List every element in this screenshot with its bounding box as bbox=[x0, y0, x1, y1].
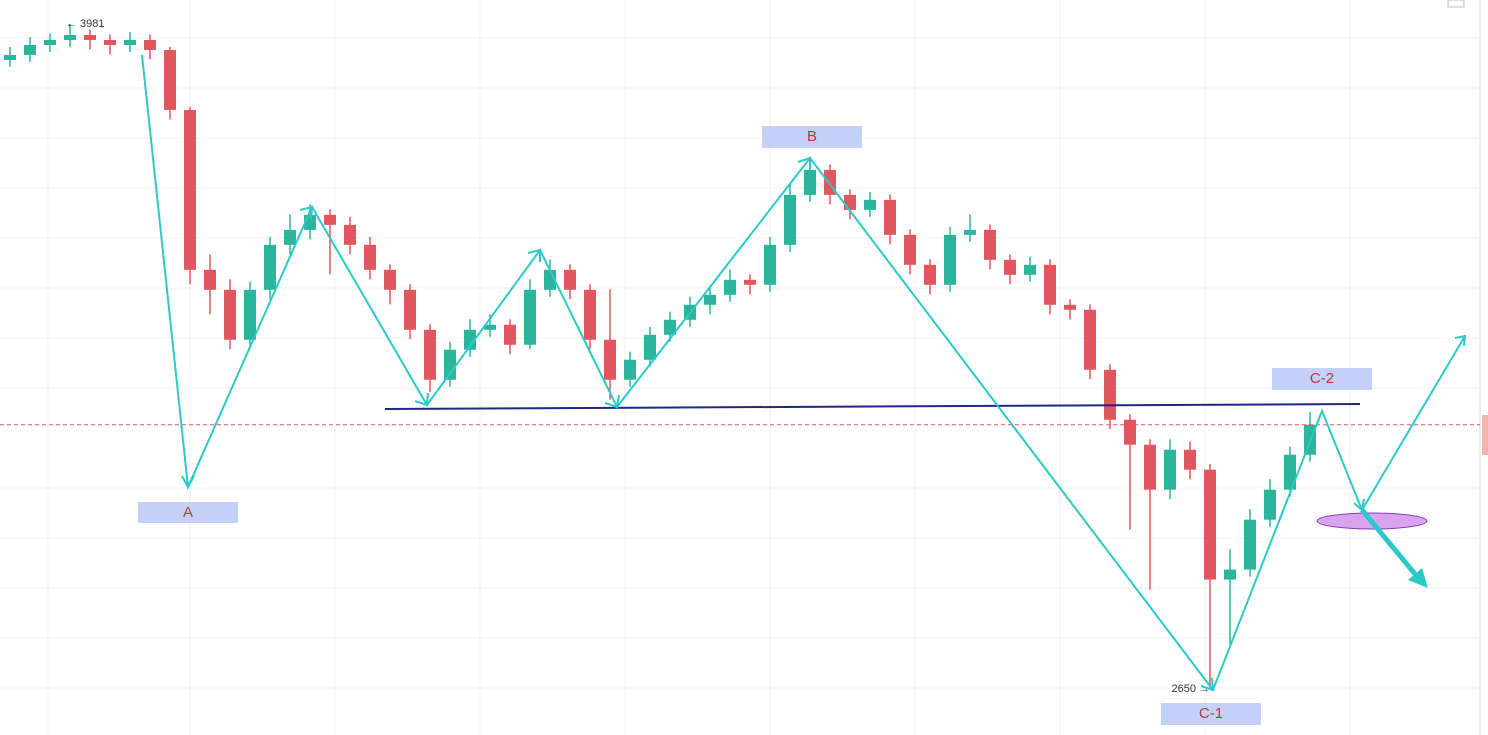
wave-path bbox=[141, 54, 1466, 693]
candle-body bbox=[1024, 264, 1036, 275]
candle-body bbox=[244, 289, 256, 340]
candle-body bbox=[1104, 369, 1116, 420]
candle-body bbox=[364, 244, 376, 270]
projection-arrowhead bbox=[1408, 568, 1428, 588]
candle-body bbox=[224, 289, 236, 340]
candle-body bbox=[1164, 449, 1176, 490]
projection-arrow bbox=[1360, 508, 1422, 582]
candle-body bbox=[1084, 309, 1096, 370]
candle-body bbox=[484, 324, 496, 330]
wave-label: A bbox=[183, 504, 193, 521]
candle-body bbox=[84, 34, 96, 40]
candle-body bbox=[1264, 489, 1276, 520]
candle-body bbox=[624, 359, 636, 380]
candle-body bbox=[264, 244, 276, 290]
price-marker bbox=[1482, 415, 1488, 455]
candle-body bbox=[564, 269, 576, 290]
candle-body bbox=[704, 294, 716, 305]
candle-body bbox=[424, 329, 436, 380]
wave-label-box bbox=[1161, 703, 1261, 725]
candle-body bbox=[444, 349, 456, 380]
candle-body bbox=[1284, 454, 1296, 490]
candle-body bbox=[664, 319, 676, 335]
candle-body bbox=[344, 224, 356, 245]
wave-label: C-1 bbox=[1199, 705, 1223, 722]
candle-body bbox=[404, 289, 416, 330]
candle-body bbox=[764, 244, 776, 285]
candle-body bbox=[504, 324, 516, 345]
candle-body bbox=[724, 279, 736, 295]
candle-body bbox=[964, 229, 976, 235]
wave-label: B bbox=[807, 128, 817, 145]
candle-body bbox=[1044, 264, 1056, 305]
candle-body bbox=[844, 194, 856, 210]
candle-body bbox=[784, 194, 796, 245]
candle-body bbox=[24, 44, 36, 55]
candle-body bbox=[144, 39, 156, 50]
candle-body bbox=[1004, 259, 1016, 275]
candle-body bbox=[924, 264, 936, 285]
candle-body bbox=[1064, 304, 1076, 310]
candle-body bbox=[744, 279, 756, 285]
wave-label: C-2 bbox=[1310, 370, 1334, 387]
candle-body bbox=[44, 39, 56, 45]
candle-body bbox=[524, 289, 536, 345]
candle-body bbox=[1244, 519, 1256, 570]
candle-body bbox=[124, 39, 136, 45]
candle-body bbox=[944, 234, 956, 285]
candles: ← 3981 2650 → bbox=[0, 18, 1480, 695]
candle-body bbox=[604, 339, 616, 380]
extreme-label: 2650 → bbox=[1171, 683, 1210, 695]
candle-body bbox=[204, 269, 216, 290]
wave-label-box bbox=[138, 502, 238, 523]
wave-label-box bbox=[1272, 368, 1372, 390]
candle-body bbox=[1224, 569, 1236, 580]
candle-body bbox=[64, 34, 76, 40]
candle-body bbox=[984, 229, 996, 260]
extreme-label: ← 3981 bbox=[66, 18, 105, 30]
candle-body bbox=[864, 199, 876, 210]
wave-label-box bbox=[762, 126, 862, 148]
candle-body bbox=[1184, 449, 1196, 470]
candle-body bbox=[584, 289, 596, 340]
candle-body bbox=[464, 329, 476, 350]
candle-body bbox=[1204, 469, 1216, 580]
candle-body bbox=[804, 169, 816, 195]
candle-body bbox=[384, 269, 396, 290]
candle-body bbox=[884, 199, 896, 235]
candle-body bbox=[324, 214, 336, 225]
candle-body bbox=[164, 49, 176, 110]
candle-body bbox=[1124, 419, 1136, 445]
candle-body bbox=[904, 234, 916, 265]
candle-body bbox=[1144, 444, 1156, 490]
candle-body bbox=[284, 229, 296, 245]
candle-body bbox=[104, 39, 116, 45]
settings-button[interactable] bbox=[1447, 0, 1465, 8]
neckline bbox=[384, 403, 1361, 410]
candle-body bbox=[644, 334, 656, 360]
annotations: A B C-1 C-2 bbox=[138, 54, 1467, 725]
candle-body bbox=[184, 109, 196, 270]
candle-body bbox=[4, 54, 16, 60]
